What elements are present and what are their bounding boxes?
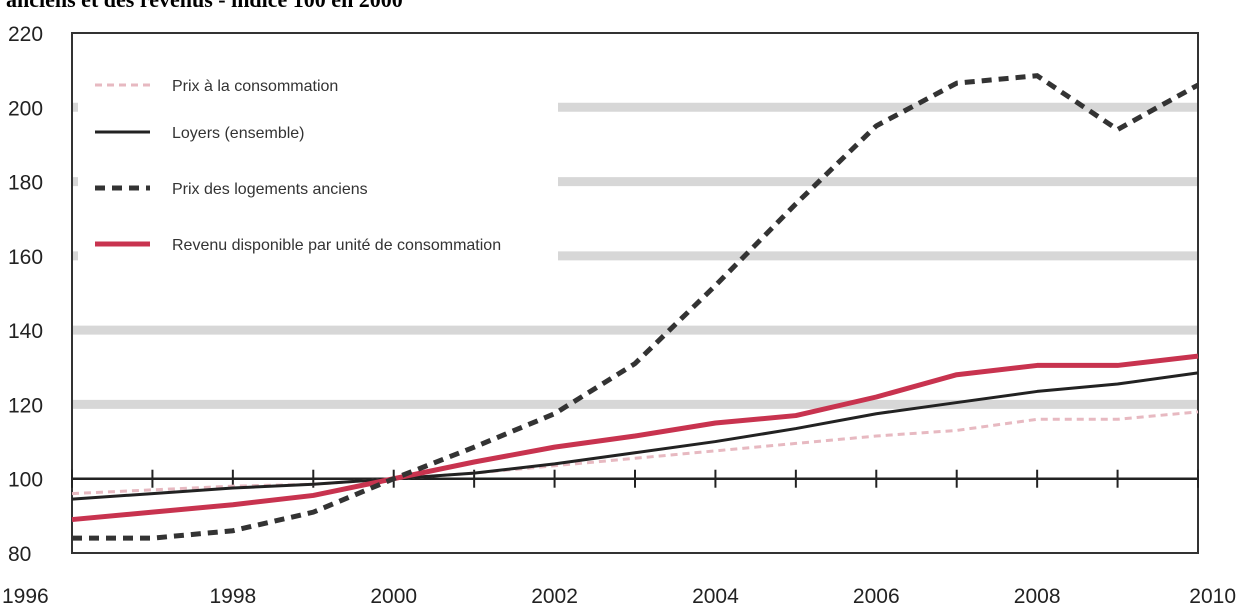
y-tick-label-80: 80	[8, 543, 31, 566]
series-line-prix-des-logements-anciens	[72, 73, 1200, 541]
x-tick-label-1998: 1998	[209, 585, 256, 608]
series-line-prix-a-la-consommation	[71, 410, 1199, 496]
legend-label-4: Revenu disponible par unité de consommat…	[172, 237, 501, 254]
y-tick-label-220: 220	[8, 23, 43, 46]
series-line-revenu-disponible-par-unite-de-consommation	[71, 353, 1199, 523]
y-tick-label-140: 140	[8, 320, 43, 343]
chart-legend: Prix à la consommation Loyers (ensemble) P…	[78, 60, 558, 275]
series-lines	[71, 73, 1200, 541]
y-tick-label-120: 120	[8, 394, 43, 417]
legend-background	[78, 60, 558, 275]
legend-label-2: Loyers (ensemble)	[172, 125, 305, 142]
x-tick-label-2010: 2010	[1189, 585, 1236, 608]
x-tick-label-2004: 2004	[692, 585, 739, 608]
chart-axes	[71, 32, 1199, 554]
legend-label-3: Prix des logements anciens	[172, 181, 368, 198]
x-tick-label-2002: 2002	[531, 585, 578, 608]
x-tick-label-2000: 2000	[370, 585, 417, 608]
y-tick-label-200: 200	[8, 97, 43, 120]
x-tick-label-2008: 2008	[1014, 585, 1061, 608]
series-line-loyers-ensemble	[71, 371, 1199, 501]
tick-labels: 80 100 120 140 160 180 200 220 1996 1998 2000 2002 2…	[2, 23, 1236, 608]
y-tick-label-180: 180	[8, 172, 43, 195]
page-title: anciens et des revenus - indice 100 en 2…	[6, 0, 403, 13]
gridline-bands	[72, 102, 1198, 409]
x-tick-label-2006: 2006	[853, 585, 900, 608]
y-tick-label-100: 100	[8, 469, 43, 492]
x-tick-label-1996: 1996	[2, 585, 49, 608]
y-tick-label-160: 160	[8, 246, 43, 269]
legend-label-1: Prix à la consommation	[172, 78, 338, 95]
plot-frame	[71, 32, 1199, 554]
